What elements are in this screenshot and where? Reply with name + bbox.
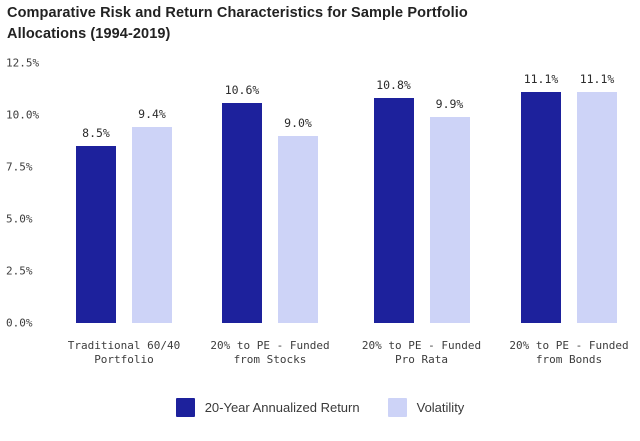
x-axis-label-line: from Stocks: [233, 353, 307, 366]
bar-column: 10.8%: [373, 78, 414, 323]
legend-label: Volatility: [416, 400, 465, 415]
legend: 20-Year Annualized Return Volatility: [0, 398, 640, 417]
bar-annualized-return: [76, 146, 116, 323]
x-axis-label-line: 20% to PE - Funded: [361, 339, 482, 352]
bar-volatility: [132, 127, 172, 323]
x-axis-label-line: 20% to PE - Funded: [509, 339, 629, 352]
y-axis-tick-label: 0.0%: [6, 316, 33, 330]
bar-group: 11.1% 11.1%: [521, 72, 617, 323]
legend-item: 20-Year Annualized Return: [175, 398, 360, 417]
legend-swatch-icon: [387, 398, 407, 417]
bar-value-label: 9.4%: [138, 107, 166, 122]
legend-item: Volatility: [387, 398, 465, 417]
bar-volatility: [577, 92, 617, 323]
bar-annualized-return: [373, 98, 414, 323]
y-axis-tick-label: 10.0%: [6, 108, 40, 122]
bar-column: 11.1%: [521, 72, 561, 323]
x-axis-category-label: Traditional 60/40 Portfolio: [68, 339, 181, 367]
y-axis-tick-label: 5.0%: [6, 212, 33, 226]
bar-group: 8.5% 9.4%: [76, 107, 172, 323]
bar-annualized-return: [222, 102, 262, 323]
bar-volatility: [429, 117, 470, 323]
x-axis-label-line: Portfolio: [94, 353, 154, 366]
bar-group: 10.6% 9.0%: [222, 83, 318, 323]
bar-value-label: 10.8%: [376, 78, 411, 93]
x-axis-label-line: 20% to PE - Funded: [210, 339, 330, 352]
bar-value-label: 8.5%: [82, 126, 110, 141]
bar-column: 9.9%: [429, 97, 470, 323]
bar-value-label: 11.1%: [579, 72, 615, 87]
bar-volatility: [278, 135, 318, 323]
x-axis-category-label: 20% to PE - Funded Pro Rata: [362, 339, 481, 367]
bar-annualized-return: [521, 92, 561, 323]
bar-column: 9.4%: [132, 107, 172, 323]
legend-swatch-icon: [175, 398, 195, 417]
x-axis-label-line: Traditional 60/40: [67, 339, 181, 352]
y-axis-tick-label: 2.5%: [6, 264, 33, 278]
x-axis-label-line: Pro Rata: [395, 353, 448, 366]
bar-value-label: 11.1%: [523, 72, 559, 87]
bar-group: 10.8% 9.9%: [373, 78, 470, 323]
bar-column: 9.0%: [278, 116, 318, 323]
bar-column: 11.1%: [577, 72, 617, 323]
y-axis-tick-label: 7.5%: [6, 160, 33, 174]
y-axis-tick-label: 12.5%: [6, 56, 40, 70]
legend-label: 20-Year Annualized Return: [204, 400, 360, 415]
x-axis-category-label: 20% to PE - Funded from Bonds: [509, 339, 628, 367]
chart-title: Comparative Risk and Return Characterist…: [7, 5, 468, 42]
bar-column: 10.6%: [222, 83, 262, 323]
bar-value-label: 10.6%: [224, 82, 260, 97]
bar-value-label: 9.9%: [435, 97, 464, 112]
x-axis-category-label: 20% to PE - Funded from Stocks: [210, 339, 329, 367]
bar-column: 8.5%: [76, 126, 116, 323]
x-axis-label-line: from Bonds: [535, 353, 603, 366]
bar-value-label: 9.0%: [284, 115, 312, 130]
